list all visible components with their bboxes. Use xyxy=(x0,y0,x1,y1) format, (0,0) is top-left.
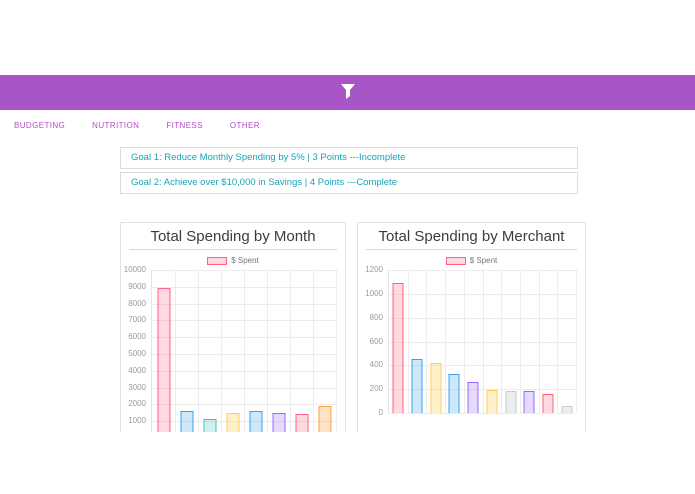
chart-area: 1200 1000 800 600 400 200 0 xyxy=(358,265,585,417)
charts-row: Total Spending by Month $ Spent 10000 900… xyxy=(120,222,586,432)
y-tick-label: 0 xyxy=(378,408,383,417)
gridline-vertical xyxy=(221,270,222,432)
gridline xyxy=(389,413,576,414)
filter-toolbar xyxy=(0,75,695,110)
y-tick-label: 3000 xyxy=(128,382,146,392)
gridline-vertical xyxy=(175,270,176,432)
spending-by-month-card: Total Spending by Month $ Spent 10000 900… xyxy=(120,222,346,432)
y-tick-label: 5000 xyxy=(128,349,146,358)
category-tabs: BUDGETING NUTRITION FITNESS OTHER xyxy=(14,121,260,130)
bar xyxy=(467,382,479,413)
y-tick-label: 10000 xyxy=(123,265,146,274)
legend-label: $ Spent xyxy=(231,256,259,265)
goals-list: Goal 1: Reduce Monthly Spending by 5% | … xyxy=(120,147,578,197)
y-tick-label: 400 xyxy=(369,360,383,370)
gridline-vertical xyxy=(557,270,559,413)
bar xyxy=(523,390,535,413)
bar xyxy=(505,390,517,413)
y-tick-label: 6000 xyxy=(128,332,146,342)
chart-legend[interactable]: $ Spent xyxy=(121,256,345,265)
filter-button[interactable] xyxy=(340,83,355,102)
bar xyxy=(561,405,573,413)
tab-nutrition[interactable]: NUTRITION xyxy=(92,121,140,130)
gridline-vertical xyxy=(538,270,540,413)
chart-title-merchant: Total Spending by Merchant xyxy=(378,228,565,245)
gridline-vertical xyxy=(501,270,503,413)
bar xyxy=(180,411,193,432)
gridline-vertical xyxy=(445,270,447,413)
y-tick-label: 8000 xyxy=(128,298,146,308)
y-axis: 10000 9000 8000 7000 6000 5000 4000 3000 2000 100… xyxy=(121,265,151,432)
bar xyxy=(392,283,404,413)
y-tick-label: 1000 xyxy=(365,288,383,298)
bar-chart-merchant[interactable] xyxy=(388,270,577,414)
gridline-vertical xyxy=(407,270,409,413)
y-tick-label: 9000 xyxy=(128,281,146,291)
legend-swatch xyxy=(445,256,466,265)
bar xyxy=(157,288,170,432)
y-axis: 1200 1000 800 600 400 200 0 xyxy=(358,265,388,417)
bar xyxy=(203,418,216,432)
bar xyxy=(448,373,460,413)
bar xyxy=(411,359,423,413)
bar xyxy=(295,414,308,432)
bar xyxy=(272,412,285,432)
y-tick-label: 200 xyxy=(369,384,383,394)
legend-label: $ Spent xyxy=(469,256,498,265)
title-divider xyxy=(129,249,337,250)
y-tick-label: 800 xyxy=(369,312,383,322)
spending-by-merchant-card: Total Spending by Merchant $ Spent 1200 1… xyxy=(357,222,586,432)
filter-funnel-icon xyxy=(340,83,355,102)
y-tick-label: 4000 xyxy=(128,365,146,375)
gridline-vertical xyxy=(198,270,199,432)
bar xyxy=(226,412,239,432)
gridline-vertical xyxy=(463,270,465,413)
bar xyxy=(430,362,442,413)
gridline-vertical xyxy=(426,270,428,413)
gridline-vertical xyxy=(267,270,268,432)
chart-area: 10000 9000 8000 7000 6000 5000 4000 3000 2000 100… xyxy=(121,265,345,432)
gridline-vertical xyxy=(576,270,577,413)
bar xyxy=(486,389,498,413)
y-tick-label: 1200 xyxy=(365,265,383,274)
bar xyxy=(542,393,554,413)
y-tick-label: 1000 xyxy=(128,416,146,426)
gridline-vertical xyxy=(482,270,484,413)
gridline-vertical xyxy=(336,270,337,432)
goal-item-2[interactable]: Goal 2: Achieve over $10,000 in Savings … xyxy=(120,172,578,194)
tab-fitness[interactable]: FITNESS xyxy=(166,121,203,130)
tab-budgeting[interactable]: BUDGETING xyxy=(14,121,66,130)
gridline-vertical xyxy=(519,270,521,413)
y-tick-label: 2000 xyxy=(128,399,146,409)
y-tick-label: 7000 xyxy=(128,315,146,325)
chart-legend[interactable]: $ Spent xyxy=(358,256,585,265)
bar xyxy=(318,406,331,432)
gridline-vertical xyxy=(313,270,314,432)
gridline-vertical xyxy=(290,270,291,432)
chart-title-month: Total Spending by Month xyxy=(150,228,316,245)
bar xyxy=(249,411,262,432)
gridline-vertical xyxy=(244,270,245,432)
title-divider xyxy=(366,249,577,250)
tab-other[interactable]: OTHER xyxy=(229,121,260,130)
y-tick-label: 600 xyxy=(369,336,383,346)
legend-swatch xyxy=(207,256,228,265)
bar-chart-month[interactable] xyxy=(151,270,337,432)
goal-item-1[interactable]: Goal 1: Reduce Monthly Spending by 5% | … xyxy=(120,147,578,169)
